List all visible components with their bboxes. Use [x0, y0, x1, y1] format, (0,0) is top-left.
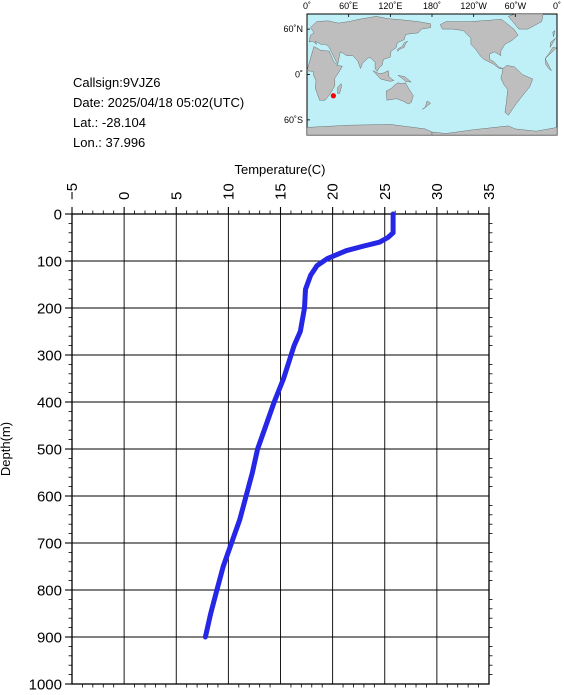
series-layer — [202, 211, 396, 640]
north-america-shape — [440, 19, 519, 69]
y-tick-label: 400 — [37, 395, 62, 412]
x-tick-label: 5 — [168, 192, 185, 200]
y-tick-label: 800 — [37, 583, 62, 600]
antarctica-west-shape — [431, 125, 558, 136]
map-longitude-label: 60˚W — [505, 1, 527, 11]
x-tick-label: 10 — [220, 183, 237, 200]
japan-shape — [396, 41, 408, 52]
new-guinea-shape — [397, 75, 412, 83]
africa-shape — [545, 47, 557, 59]
map-labels: 0˚ 60˚E 120˚E 180˚ 120˚W 60˚W 0˚ 60˚N 0˚ 60˚S — [283, 1, 561, 125]
map-land — [306, 13, 558, 136]
y-tick-label: 100 — [37, 254, 62, 271]
map-longitude-label: 120˚E — [378, 1, 402, 11]
antarctica-shape — [306, 124, 433, 136]
eurasia-shape — [549, 38, 556, 48]
madagascar-shape — [337, 83, 342, 94]
africa-shape — [306, 46, 343, 101]
south-america-shape — [500, 65, 533, 116]
map-latitude-label: 60˚N — [283, 24, 303, 34]
x-axis-tick-labels: −5 0 5 10 15 20 25 30 35 — [64, 183, 498, 200]
new-zealand-shape — [422, 100, 431, 110]
x-tick-label: 15 — [273, 183, 290, 200]
y-axis-label: Depth(m) — [0, 422, 13, 476]
station-location-marker — [330, 93, 336, 99]
station-info: Callsign:9VJZ6 Date: 2025/04/18 05:02(UT… — [73, 75, 244, 150]
map-longitude-label: 0˚ — [303, 1, 311, 11]
australia-shape — [385, 82, 414, 105]
y-tick-label: 1000 — [29, 677, 62, 691]
world-map-inset: 0˚ 60˚E 120˚E 180˚ 120˚W 60˚W 0˚ 60˚N 0˚ 60˚S — [283, 1, 561, 136]
date-text: Date: 2025/04/18 05:02(UTC) — [73, 95, 244, 110]
x-tick-label: 25 — [377, 183, 394, 200]
africa-shape — [545, 58, 552, 71]
x-axis-label: Temperature(C) — [234, 162, 325, 177]
map-latitude-label: 0˚ — [295, 70, 303, 80]
x-tick-label: 0 — [116, 192, 133, 200]
y-tick-label: 900 — [37, 630, 62, 647]
y-tick-label: 200 — [37, 301, 62, 318]
map-ticks — [306, 14, 558, 121]
vertical-gridlines — [71, 207, 490, 684]
longitude-text: Lon.: 37.996 — [73, 135, 145, 150]
map-latitude-label: 60˚S — [284, 115, 303, 125]
x-tick-label: 20 — [325, 183, 342, 200]
x-tick-label: 35 — [481, 183, 498, 200]
y-tick-label: 500 — [37, 442, 62, 459]
uk-shape — [552, 30, 556, 37]
y-axis-tick-labels: 0 100 200 300 400 500 600 700 800 900 1000 — [29, 207, 62, 694]
temperature-profile-line — [202, 211, 396, 640]
y-tick-label: 300 — [37, 348, 62, 365]
y-tick-label: 700 — [37, 536, 62, 553]
plot-frame — [71, 213, 490, 685]
indonesia-shape — [372, 70, 395, 82]
greenland-shape — [508, 13, 544, 30]
map-longitude-label: 180˚ — [423, 1, 441, 11]
temperature-depth-chart: −5 0 5 10 15 20 25 30 35 01002003004005006007008… — [0, 162, 498, 694]
latitude-text: Lat.: -28.104 — [73, 115, 146, 130]
eurasia-shape — [308, 16, 431, 72]
callsign-text: Callsign:9VJZ6 — [73, 75, 160, 90]
map-longitude-label: 0˚ — [553, 1, 561, 11]
y-tick-label: 600 — [37, 489, 62, 506]
y-tick-label: 0 — [54, 207, 62, 224]
x-tick-label: −5 — [64, 183, 81, 200]
horizontal-gridlines — [65, 213, 489, 685]
x-tick-label: 30 — [429, 183, 446, 200]
map-longitude-label: 120˚W — [460, 1, 487, 11]
map-longitude-label: 60˚E — [339, 1, 358, 11]
